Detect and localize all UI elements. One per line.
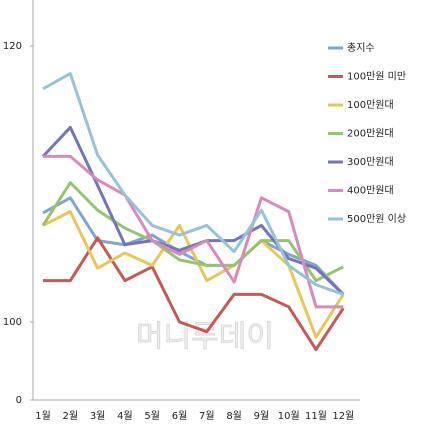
series-line bbox=[43, 154, 344, 309]
series-line bbox=[42, 72, 344, 296]
legend-label: 총지수 bbox=[347, 42, 375, 54]
x-tick-label: 9월 bbox=[254, 410, 270, 422]
series-line bbox=[41, 181, 344, 283]
x-tick-label: 10월 bbox=[278, 410, 300, 422]
series-line bbox=[41, 125, 345, 296]
y-tick-label: 0 bbox=[16, 395, 22, 406]
y-tick-label: 120 bbox=[3, 41, 22, 52]
x-tick-label: 6월 bbox=[172, 410, 188, 422]
x-tick-label: 11월 bbox=[305, 410, 327, 422]
legend-label: 100만원 미만 bbox=[347, 71, 406, 83]
legend-label: 200만원대 bbox=[347, 128, 394, 140]
x-tick-label: 5월 bbox=[144, 410, 160, 422]
x-tick-label: 3월 bbox=[90, 410, 106, 422]
x-tick-label: 2월 bbox=[63, 410, 79, 422]
y-tick-label: 100 bbox=[3, 317, 22, 328]
series-line bbox=[42, 196, 345, 296]
x-tick-label: 1월 bbox=[35, 410, 51, 422]
watermark: 머니투데이 bbox=[136, 320, 274, 355]
x-tick-label: 12월 bbox=[332, 410, 354, 422]
x-tick-label: 8월 bbox=[226, 410, 242, 422]
x-tick-label: 7월 bbox=[199, 410, 215, 422]
legend-label: 400만원대 bbox=[347, 185, 394, 197]
x-tick-label: 4월 bbox=[117, 410, 133, 422]
series-line bbox=[43, 236, 345, 352]
legend-label: 100만원대 bbox=[347, 99, 394, 111]
legend-label: 300만원대 bbox=[347, 156, 394, 168]
legend-label: 500만원 이상 bbox=[347, 213, 406, 225]
series-line bbox=[42, 210, 345, 339]
